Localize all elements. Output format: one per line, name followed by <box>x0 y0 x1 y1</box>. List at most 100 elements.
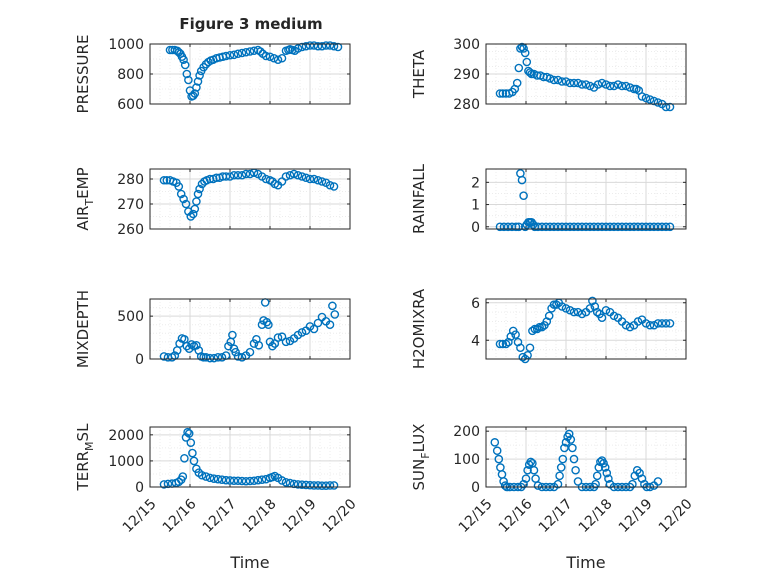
data-point <box>565 305 575 315</box>
data-point <box>661 102 671 112</box>
data-point <box>585 304 595 313</box>
data-point <box>180 454 189 463</box>
figure-title: Figure 3 medium <box>179 15 322 33</box>
data-point <box>633 317 643 326</box>
data-point <box>601 305 611 315</box>
data-point <box>609 81 619 91</box>
data-point <box>519 191 528 200</box>
data-point <box>568 443 577 453</box>
x-tick-labels: 12/15 12/16 12/17 12/18 12/19 12/20 <box>456 496 696 536</box>
data-point <box>281 337 291 347</box>
data-point <box>541 222 551 232</box>
axes-box <box>485 168 687 230</box>
data-point <box>189 456 199 466</box>
data-point <box>533 481 543 490</box>
data-point <box>159 352 169 361</box>
axes-box <box>485 43 687 105</box>
data-point <box>241 169 251 179</box>
panel-sun-flux: 0 100 200 12/15 12/16 12/17 12/18 12/19 12/20 S… <box>410 424 696 572</box>
x-tick-label: 12/18 <box>240 496 280 536</box>
data-point <box>523 465 532 475</box>
data-point <box>519 44 528 53</box>
data-point <box>257 320 267 330</box>
data-point <box>188 209 198 219</box>
panel-rainfall: 0 1 2 RAINFALL <box>410 163 687 236</box>
data-points <box>490 429 663 492</box>
data-points <box>165 41 343 101</box>
data-point <box>183 427 192 437</box>
y-tick-label: 500 <box>117 309 144 325</box>
data-point <box>518 352 528 362</box>
data-point <box>213 474 223 484</box>
data-point <box>555 471 564 481</box>
axes-box <box>149 298 351 360</box>
data-point <box>257 475 267 484</box>
data-point <box>269 53 279 63</box>
data-point <box>199 352 208 362</box>
data-point <box>645 95 655 104</box>
data-point <box>609 311 619 321</box>
x-tick-label: 12/16 <box>160 496 200 536</box>
data-point <box>528 220 538 229</box>
data-point <box>609 222 619 232</box>
data-point <box>174 477 184 487</box>
data-point <box>591 479 600 489</box>
label-rest: EMP <box>74 167 92 198</box>
data-point <box>245 47 255 56</box>
data-point <box>621 320 631 330</box>
data-point <box>633 222 643 232</box>
data-point <box>293 44 303 53</box>
data-point <box>321 481 331 490</box>
data-point <box>556 463 566 472</box>
data-point <box>601 222 611 232</box>
data-point <box>592 471 602 481</box>
data-point <box>637 222 647 232</box>
data-point <box>597 222 607 232</box>
y-tick-label: 0 <box>135 480 144 496</box>
x-axis-label: Time <box>229 553 269 572</box>
data-point <box>233 49 243 59</box>
data-point <box>613 80 623 89</box>
data-point <box>186 212 196 221</box>
data-point <box>665 102 675 112</box>
data-point <box>577 222 587 232</box>
data-point <box>549 75 559 85</box>
data-point <box>305 174 315 184</box>
data-point <box>317 177 327 186</box>
data-point <box>197 470 207 480</box>
x-tick-label: 12/15 <box>456 496 496 536</box>
data-point <box>494 454 504 464</box>
x-tick-label: 12/19 <box>616 496 656 536</box>
data-point <box>629 84 639 94</box>
data-point <box>188 448 197 458</box>
data-point <box>253 475 263 485</box>
data-point <box>641 93 651 103</box>
data-point <box>569 307 579 317</box>
data-point <box>237 48 247 58</box>
data-point <box>201 472 211 481</box>
data-point <box>313 41 323 51</box>
data-point <box>628 479 637 489</box>
data-point <box>617 81 627 91</box>
data-point <box>549 222 559 232</box>
x-axis-label: Time <box>565 553 605 572</box>
data-point <box>571 465 580 475</box>
data-point <box>309 324 319 334</box>
data-point <box>192 83 201 92</box>
data-point <box>181 199 191 209</box>
y-tick-label: 300 <box>453 37 480 53</box>
grid-lines <box>149 299 351 360</box>
data-point <box>297 42 307 52</box>
data-point <box>602 468 612 478</box>
data-point <box>569 78 579 88</box>
y-tick-labels: 0 1 2 <box>471 175 480 235</box>
data-point <box>613 222 623 232</box>
data-point <box>495 339 505 349</box>
panel-air-temp: 260 270 280 AIRTEMP <box>74 167 351 238</box>
data-point <box>328 301 337 311</box>
data-points <box>159 298 340 363</box>
data-point <box>245 476 255 486</box>
y-tick-label: 4 <box>471 333 480 349</box>
data-point <box>577 309 587 319</box>
